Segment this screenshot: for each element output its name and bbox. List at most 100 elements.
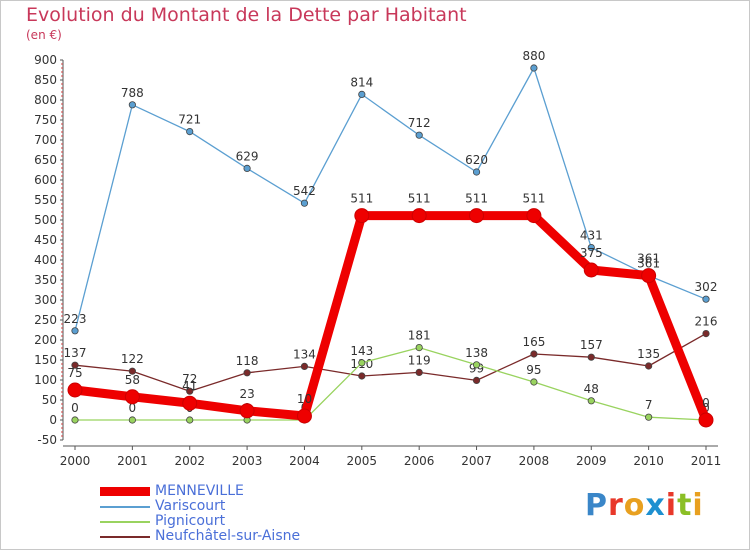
data-label-variscourt: 788 [121,86,144,100]
x-tick-label: 2005 [347,454,378,468]
data-point-pignicourt [587,397,595,405]
x-tick-label: 2007 [461,454,492,468]
legend-item-menneville: MENNEVILLE [100,483,360,500]
data-label-menneville: 58 [125,373,140,387]
data-label-variscourt: 880 [522,49,545,63]
legend-label-pignicourt: Pignicourt [155,513,226,529]
data-point-variscourt [128,101,136,109]
legend-label-neufchatel: Neufchâtel-sur-Aisne [155,528,301,544]
data-point-pignicourt [415,343,423,352]
data-point-menneville [182,395,198,411]
data-point-pignicourt [128,416,136,424]
data-point-pignicourt [71,416,79,424]
data-label-neufch-tel-sur-aisne: 137 [64,346,87,360]
y-tick-label: 850 [34,73,57,87]
legend-label-menneville: MENNEVILLE [155,483,244,499]
data-label-variscourt: 814 [350,75,373,89]
y-tick-label: 300 [34,293,57,307]
data-point-neufch-tel-sur-aisne [472,376,481,384]
data-label-variscourt: 361 [637,257,660,271]
data-label-menneville: 511 [465,192,488,206]
x-tick-label: 2000 [60,454,91,468]
data-label-pignicourt: 48 [584,382,599,396]
data-label-neufch-tel-sur-aisne: 72 [182,372,197,386]
data-point-variscourt [186,128,194,136]
data-label-variscourt: 620 [465,153,488,167]
chart-title: Evolution du Montant de la Dette par Hab… [26,4,467,26]
data-label-neufch-tel-sur-aisne: 165 [522,335,545,349]
logo-letter: o [623,488,646,523]
legend-swatch-pignicourt [100,521,150,523]
data-label-menneville: 23 [239,387,254,401]
logo-letter: x [645,488,666,523]
data-point-pignicourt [472,361,481,369]
proxiti-logo: Proxiti [585,488,704,523]
logo-letter: P [585,488,608,523]
data-point-neufch-tel-sur-aisne [300,362,309,370]
logo-letter: r [608,488,624,523]
data-point-variscourt [415,131,423,139]
legend-swatch-variscourt [100,506,150,508]
data-label-menneville: 375 [580,246,603,260]
y-tick-label: 700 [34,133,57,147]
series-line-neufch-tel-sur-aisne [74,332,707,392]
x-tick-label: 2011 [691,454,722,468]
data-point-neufch-tel-sur-aisne [186,387,194,395]
data-point-variscourt [530,64,538,72]
data-label-variscourt: 721 [178,113,201,127]
y-tick-label: 900 [34,53,57,67]
y-tick-label: 750 [34,113,57,127]
data-label-pignicourt: 7 [645,398,653,412]
data-point-pignicourt [645,413,653,421]
data-point-neufch-tel-sur-aisne [530,350,538,358]
chart-subtitle: (en €) [26,28,62,42]
data-point-pignicourt [530,378,538,386]
data-label-menneville: 10 [297,392,312,406]
data-point-menneville [698,412,714,428]
data-point-neufch-tel-sur-aisne [645,362,653,370]
data-label-neufch-tel-sur-aisne: 118 [236,354,259,368]
x-tick-label: 2006 [404,454,435,468]
data-point-menneville [296,408,312,424]
data-label-neufch-tel-sur-aisne: 119 [408,353,431,367]
logo-letter: i [665,488,678,523]
data-label-menneville: 511 [408,192,431,206]
x-tick-label: 2002 [174,454,205,468]
series-line-menneville [70,211,711,425]
data-point-pignicourt [186,416,194,424]
data-label-neufch-tel-sur-aisne: 134 [293,347,316,361]
data-point-menneville [469,208,485,224]
data-label-pignicourt: 95 [526,363,541,377]
data-point-variscourt [243,164,251,172]
data-label-variscourt: 712 [408,116,431,130]
y-tick-label: -50 [37,433,57,447]
data-point-menneville [354,208,370,224]
data-point-neufch-tel-sur-aisne [702,329,710,338]
y-tick-label: 650 [34,153,57,167]
data-label-pignicourt: 0 [129,401,137,415]
data-point-menneville [583,262,599,278]
y-tick-label: 250 [34,313,57,327]
data-point-neufch-tel-sur-aisne [71,361,79,369]
data-label-variscourt: 302 [695,280,718,294]
y-tick-label: 550 [34,193,57,207]
data-point-pignicourt [358,359,366,367]
x-tick-label: 2001 [117,454,148,468]
data-label-pignicourt: 143 [350,344,373,358]
data-point-menneville [67,382,83,398]
data-label-variscourt: 542 [293,184,316,198]
data-point-menneville [239,403,255,419]
data-point-variscourt [300,199,309,207]
data-point-neufch-tel-sur-aisne [587,353,595,361]
data-label-pignicourt: 181 [408,329,431,343]
data-point-variscourt [71,327,79,335]
data-label-menneville: 0 [702,396,710,410]
x-tick-label: 2004 [289,454,320,468]
data-label-neufch-tel-sur-aisne: 99 [469,361,484,375]
x-tick-label: 2008 [519,454,550,468]
y-tick-label: 150 [34,353,57,367]
data-label-menneville: 361 [637,252,660,266]
data-label-variscourt: 431 [580,229,603,243]
x-tick-label: 2010 [633,454,664,468]
